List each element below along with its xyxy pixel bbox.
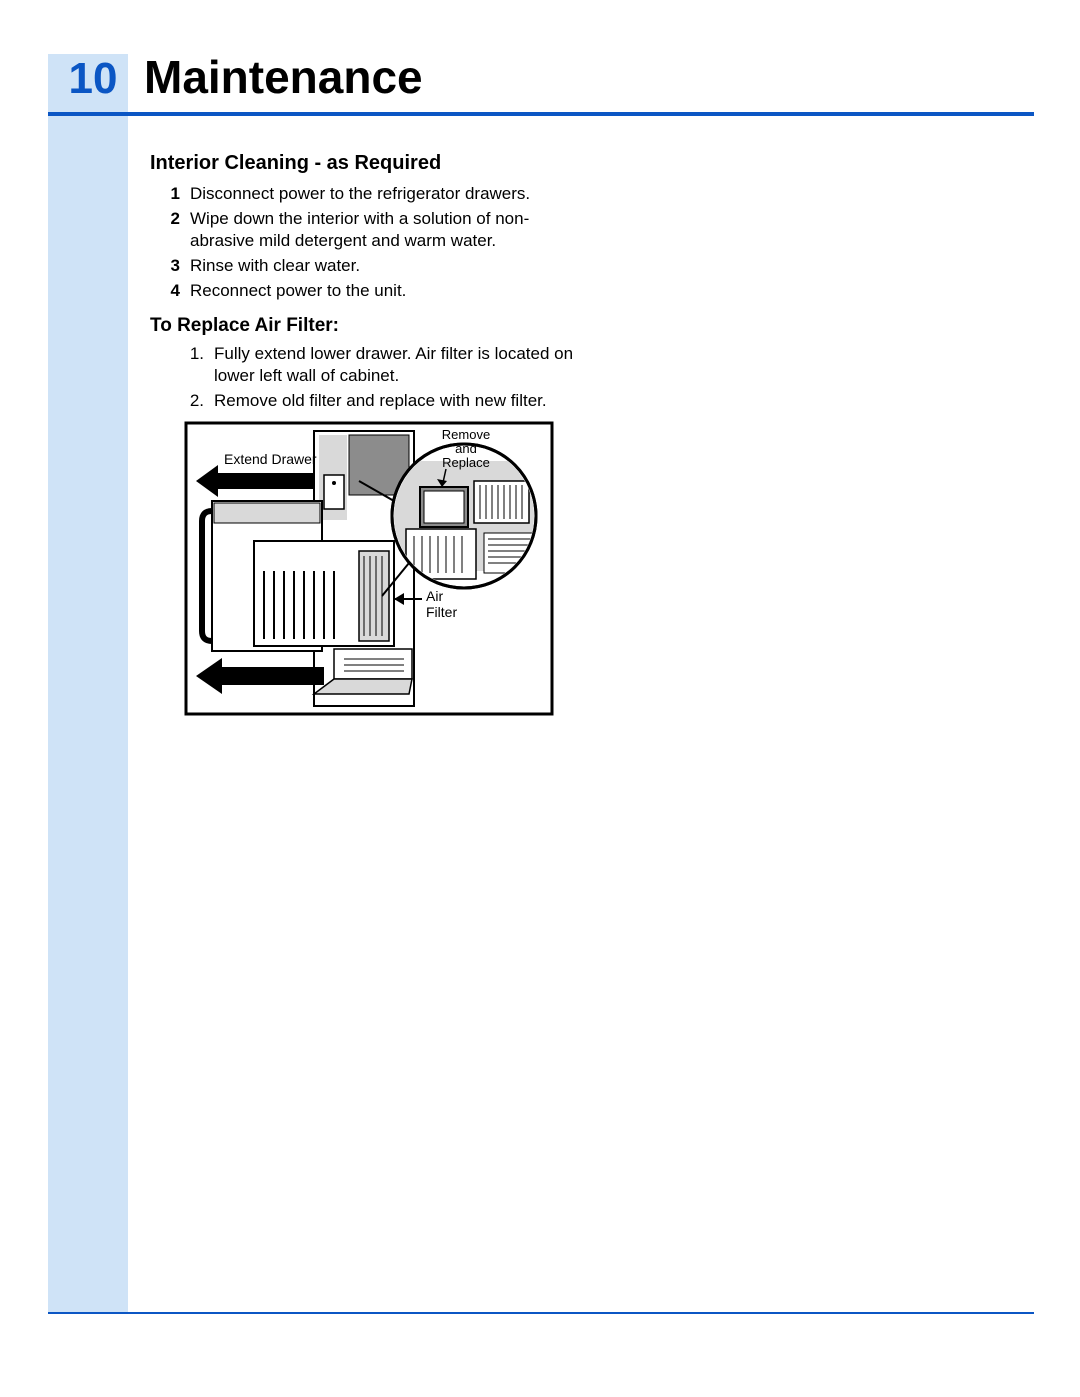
content-column: Interior Cleaning - as Required 1 Discon… — [150, 152, 580, 721]
label-and: and — [455, 441, 477, 456]
step-number: 1. — [174, 343, 214, 386]
section1-step: 3 Rinse with clear water. — [150, 255, 580, 276]
label-extend-drawer: Extend Drawer — [224, 451, 317, 467]
step-number: 3 — [150, 255, 190, 276]
air-filter-diagram: Extend Drawer Remove and Replace Air Fil… — [184, 421, 580, 721]
label-replace: Replace — [442, 455, 490, 470]
step-number: 2. — [174, 390, 214, 411]
bottom-rule — [48, 1312, 1034, 1314]
section1-step: 4 Reconnect power to the unit. — [150, 280, 580, 301]
sidebar-accent — [48, 54, 128, 1314]
step-number: 4 — [150, 280, 190, 301]
section2-step: 2. Remove old filter and replace with ne… — [150, 390, 580, 411]
step-text: Fully extend lower drawer. Air filter is… — [214, 343, 580, 386]
top-rule — [48, 112, 1034, 116]
step-text: Remove old filter and replace with new f… — [214, 390, 580, 411]
section1-step: 2 Wipe down the interior with a solution… — [150, 208, 580, 251]
section2-step: 1. Fully extend lower drawer. Air filter… — [150, 343, 580, 386]
step-number: 1 — [150, 183, 190, 204]
section1-heading: Interior Cleaning - as Required — [150, 152, 580, 175]
section1-step: 1 Disconnect power to the refrigerator d… — [150, 183, 580, 204]
label-filter: Filter — [426, 604, 457, 620]
step-text: Reconnect power to the unit. — [190, 280, 580, 301]
step-text: Wipe down the interior with a solution o… — [190, 208, 580, 251]
section2-heading: To Replace Air Filter: — [150, 315, 580, 337]
step-text: Disconnect power to the refrigerator dra… — [190, 183, 580, 204]
chapter-number: 10 — [58, 54, 128, 104]
label-remove: Remove — [442, 427, 490, 442]
label-air: Air — [426, 588, 443, 604]
chapter-title: Maintenance — [144, 50, 423, 104]
step-number: 2 — [150, 208, 190, 251]
step-text: Rinse with clear water. — [190, 255, 580, 276]
